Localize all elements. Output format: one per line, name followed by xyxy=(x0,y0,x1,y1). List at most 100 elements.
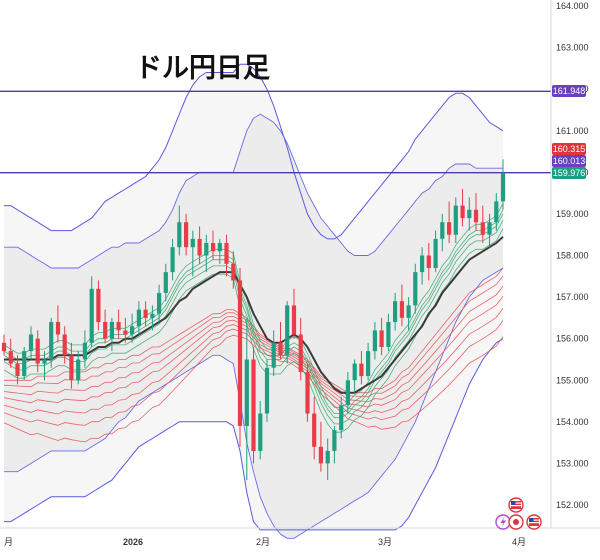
candle-body xyxy=(49,322,54,360)
candle[interactable] xyxy=(237,268,243,447)
candle[interactable] xyxy=(211,230,216,260)
x-tick-label: 3月 xyxy=(378,537,392,547)
japan-flag-icon[interactable] xyxy=(508,514,524,530)
candle-body xyxy=(440,222,445,239)
candle[interactable] xyxy=(130,313,135,343)
dark-ma-line xyxy=(4,236,504,394)
candle-body xyxy=(406,305,411,318)
candle[interactable] xyxy=(89,276,94,347)
candle[interactable] xyxy=(28,326,34,360)
candle[interactable] xyxy=(217,238,222,264)
candle[interactable] xyxy=(204,234,209,273)
candle[interactable] xyxy=(386,313,391,352)
y-tick-label: 163.000 xyxy=(556,43,589,53)
candle[interactable] xyxy=(372,322,377,360)
candle[interactable] xyxy=(325,438,330,481)
candle[interactable] xyxy=(433,230,438,273)
candle[interactable] xyxy=(224,234,229,277)
candle[interactable] xyxy=(366,342,371,381)
candle[interactable] xyxy=(406,297,411,331)
candle-body xyxy=(453,205,458,235)
candle[interactable] xyxy=(197,226,202,264)
candle[interactable] xyxy=(35,330,40,372)
lightning-icon[interactable] xyxy=(495,514,511,530)
candle-body xyxy=(494,201,499,223)
candle[interactable] xyxy=(332,426,337,464)
candle[interactable] xyxy=(42,351,47,381)
candle[interactable] xyxy=(136,301,141,335)
candle[interactable] xyxy=(312,396,317,460)
candle[interactable] xyxy=(123,317,128,343)
candle[interactable] xyxy=(150,305,155,331)
candle[interactable] xyxy=(467,197,472,231)
candle[interactable] xyxy=(8,338,13,368)
candle[interactable] xyxy=(399,284,404,327)
candle[interactable] xyxy=(163,263,168,302)
candle[interactable] xyxy=(177,205,182,256)
candle[interactable] xyxy=(190,230,195,277)
candle[interactable] xyxy=(264,359,270,422)
candle[interactable] xyxy=(258,401,263,460)
candle-body xyxy=(345,380,350,406)
candle[interactable] xyxy=(420,247,425,285)
candle[interactable] xyxy=(285,301,290,364)
candle[interactable] xyxy=(251,347,256,464)
green-ma-line xyxy=(3,203,504,408)
candle[interactable] xyxy=(15,355,20,385)
candle[interactable] xyxy=(379,317,384,356)
candle-body xyxy=(55,322,61,335)
candle[interactable] xyxy=(231,251,236,289)
candle[interactable] xyxy=(473,193,479,231)
candle-body xyxy=(244,359,249,426)
candle[interactable] xyxy=(440,213,445,252)
candle[interactable] xyxy=(22,347,27,381)
candle[interactable] xyxy=(184,213,189,256)
candle[interactable] xyxy=(82,330,87,368)
candle[interactable] xyxy=(487,213,492,248)
candle[interactable] xyxy=(55,305,61,343)
time-axis[interactable]: 月 2026 2月 3月 4月 xyxy=(4,537,526,547)
candle[interactable] xyxy=(453,197,458,243)
event-icons[interactable] xyxy=(495,497,542,530)
candle[interactable] xyxy=(69,342,74,389)
candle[interactable] xyxy=(447,201,452,243)
candle[interactable] xyxy=(116,309,121,339)
candle[interactable] xyxy=(291,288,297,339)
price-badge: 159.976 xyxy=(552,167,586,179)
candle[interactable] xyxy=(49,317,54,368)
candle[interactable] xyxy=(500,159,506,210)
candle[interactable] xyxy=(109,317,114,352)
us-flag-icon[interactable] xyxy=(508,497,524,513)
candle[interactable] xyxy=(103,309,108,343)
candle[interactable] xyxy=(157,284,162,322)
us-flag-icon[interactable] xyxy=(526,514,542,530)
candle[interactable] xyxy=(76,351,81,385)
candle[interactable] xyxy=(96,280,101,331)
candle[interactable] xyxy=(278,322,283,360)
y-tick-label: 158.000 xyxy=(556,251,589,261)
candle-body xyxy=(237,280,243,426)
candle[interactable] xyxy=(170,238,175,281)
candle[interactable] xyxy=(352,359,357,393)
candle-body xyxy=(177,222,182,248)
inner-band-upper-line xyxy=(4,113,503,269)
candle[interactable] xyxy=(339,396,344,439)
candle[interactable] xyxy=(318,421,323,472)
candle[interactable] xyxy=(393,292,398,331)
candle[interactable] xyxy=(305,363,310,422)
candle[interactable] xyxy=(298,317,303,381)
candle[interactable] xyxy=(143,301,148,327)
candle-body xyxy=(231,263,236,281)
candle[interactable] xyxy=(480,205,485,243)
candle[interactable] xyxy=(244,317,249,481)
candle-body xyxy=(130,326,135,335)
candle[interactable] xyxy=(426,243,431,281)
candle[interactable] xyxy=(62,326,67,364)
candle[interactable] xyxy=(460,189,465,227)
candle[interactable] xyxy=(413,263,418,314)
candle[interactable] xyxy=(345,371,350,414)
candle[interactable] xyxy=(359,351,364,385)
candle[interactable] xyxy=(271,330,276,377)
candle[interactable] xyxy=(494,193,499,231)
candle[interactable] xyxy=(1,334,7,356)
